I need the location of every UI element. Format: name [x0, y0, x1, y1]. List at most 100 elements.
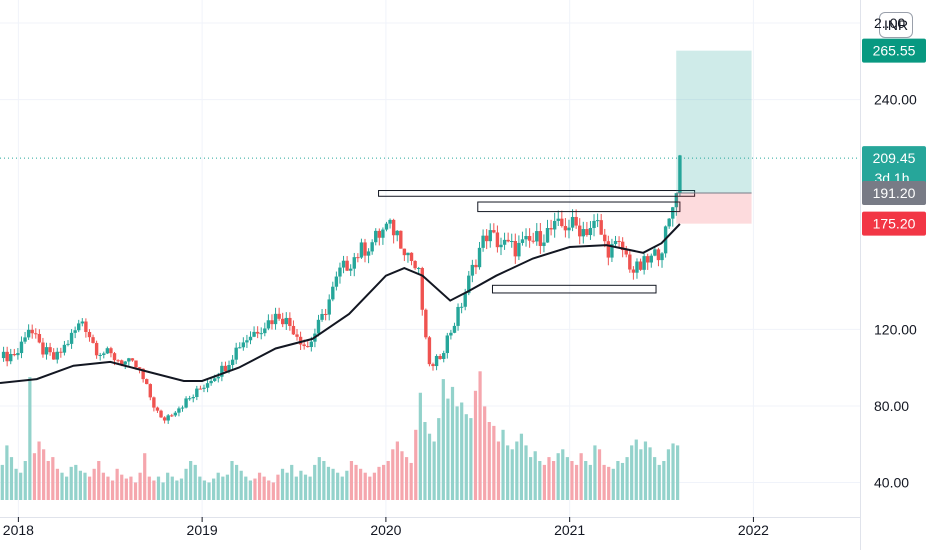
volume-bar	[372, 472, 377, 500]
volume-bar	[620, 462, 625, 500]
volume-bar	[0, 464, 4, 500]
candle-body	[284, 317, 288, 325]
volume-bar	[257, 472, 262, 500]
volume-bar	[611, 468, 615, 500]
volume-bar	[129, 476, 133, 500]
position-stop-zone[interactable]	[676, 193, 752, 224]
volume-bar	[170, 476, 174, 500]
candle-body	[603, 234, 607, 242]
candle-body	[649, 255, 653, 263]
drawn-rectangle[interactable]	[378, 190, 696, 197]
y-tick-label: 120.00	[874, 321, 917, 337]
candle-body	[646, 256, 650, 263]
candle-body	[431, 364, 435, 367]
volume-bar	[308, 476, 312, 500]
candle-body	[162, 417, 167, 421]
candle-body	[510, 240, 514, 242]
candle-body	[41, 342, 45, 355]
volume-bar	[115, 468, 119, 500]
volume-bar	[202, 480, 207, 500]
price-badge-label: 209.45	[873, 150, 916, 166]
volume-bar	[473, 390, 478, 500]
candle-body	[638, 261, 643, 270]
volume-bar	[65, 476, 69, 500]
volume-bar	[391, 449, 395, 500]
candle-body	[209, 380, 213, 384]
price-badge-label: 265.55	[873, 43, 916, 59]
volume-bar	[524, 445, 528, 500]
candle-body	[112, 353, 117, 361]
volume-bar	[634, 439, 638, 500]
candle-body	[513, 240, 518, 257]
drawn-rectangle[interactable]	[477, 201, 681, 213]
volume-bar	[653, 457, 657, 500]
candle-body	[520, 239, 525, 243]
price-badge	[862, 146, 926, 191]
volume-bar	[418, 392, 422, 500]
candle-body	[105, 348, 110, 354]
volume-bar	[156, 476, 161, 500]
volume-bar	[469, 418, 473, 500]
volume-bar	[166, 472, 170, 500]
volume-bar	[32, 453, 37, 500]
candle-body	[159, 410, 163, 418]
candle-body	[395, 230, 399, 236]
candle-body	[66, 343, 70, 345]
volume-bar	[322, 461, 326, 500]
candle-body	[416, 268, 421, 270]
volume-bar	[496, 441, 501, 500]
volume-bar	[533, 451, 537, 500]
volume-bar	[179, 478, 184, 500]
volume-bar	[336, 472, 340, 500]
volume-bar	[593, 445, 597, 500]
volume-bar	[175, 480, 179, 500]
candle-body	[37, 334, 42, 343]
candle-body	[374, 230, 378, 243]
candle-body	[488, 230, 492, 242]
volume-bar	[506, 445, 510, 500]
candle-body	[281, 318, 285, 325]
candle-body	[19, 341, 24, 354]
candle-body	[495, 232, 500, 248]
volume-bar	[9, 457, 14, 500]
candle-body	[363, 242, 367, 256]
candle-body	[391, 219, 396, 236]
volume-bar	[657, 464, 661, 500]
volume-bar	[519, 433, 524, 500]
candle-body	[452, 325, 457, 333]
volume-bar	[216, 472, 220, 500]
volume-bar	[340, 476, 344, 500]
candle-body	[94, 342, 99, 356]
candle-body	[327, 299, 331, 315]
candle-body	[492, 230, 496, 233]
candle-body	[585, 229, 589, 236]
candle-body	[227, 365, 231, 372]
volume-bar	[464, 414, 468, 500]
candle-body	[291, 325, 296, 335]
volume-bar	[152, 480, 156, 500]
volume-bar	[299, 470, 303, 500]
volume-bar	[556, 453, 560, 500]
currency-label[interactable]: INR	[879, 12, 913, 38]
volume-bar	[262, 476, 266, 500]
volume-bar	[253, 478, 257, 500]
position-profit-zone[interactable]	[676, 50, 752, 194]
candle-body	[320, 313, 324, 320]
volume-bar	[147, 476, 151, 500]
volume-bar	[381, 464, 386, 500]
drawn-rectangle[interactable]	[491, 284, 657, 294]
candle-body	[155, 407, 160, 411]
candle-body	[5, 351, 9, 362]
candle-body	[517, 242, 521, 257]
price-badge	[862, 211, 926, 236]
volume-bar	[230, 461, 234, 500]
volume-bar	[584, 461, 588, 500]
volume-bar	[133, 482, 138, 500]
candle-body	[424, 309, 428, 338]
volume-bar	[501, 429, 505, 500]
volume-bar	[437, 418, 441, 500]
candle-body	[538, 231, 543, 246]
candle-body	[323, 313, 328, 315]
candle-body	[137, 367, 142, 369]
